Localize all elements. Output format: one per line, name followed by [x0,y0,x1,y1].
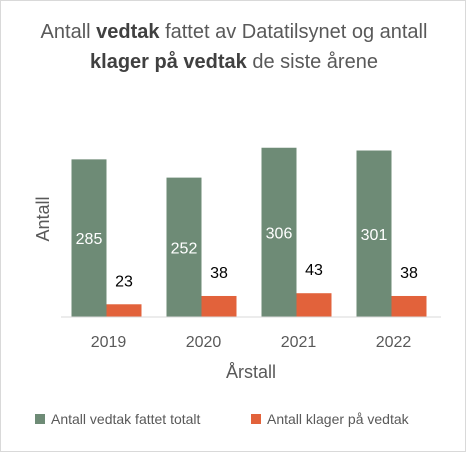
x-tick-2022: 2022 [376,334,412,351]
bar-klager-2019 [106,304,142,317]
data-label-klager-2022: 38 [400,265,418,282]
data-label-vedtak-2019: 285 [76,231,103,248]
bar-klager-2021 [296,293,332,317]
x-tick-labels: 2019 2020 2021 2022 [91,334,412,351]
data-label-klager-2021: 43 [305,262,323,279]
bars-group: 285 23 252 38 306 43 301 38 [71,147,427,317]
legend: Antall vedtak fattet totalt Antall klager… [1,407,466,431]
x-tick-2020: 2020 [186,334,222,351]
bar-vedtak-2020 [166,177,202,317]
chart-title-part: fattet av Datatilsynet og antall [159,21,428,43]
bar-klager-2022 [391,295,427,317]
legend-label: Antall vedtak fattet totalt [51,411,201,427]
legend-item-klager: Antall klager på vedtak [251,407,409,431]
legend-label: Antall klager på vedtak [267,411,409,427]
x-axis-label: Årstall [226,362,276,382]
chart-title-part: de siste årene [246,51,378,73]
legend-item-vedtak: Antall vedtak fattet totalt [35,407,200,431]
legend-swatch [251,414,261,424]
bar-vedtak-2019 [71,159,107,317]
y-axis-label: Antall [33,196,53,241]
data-label-klager-2020: 38 [210,265,228,282]
data-label-klager-2019: 23 [115,273,133,290]
chart-title-part: vedtak [96,21,160,43]
data-label-vedtak-2022: 301 [361,227,388,244]
chart-title: Antall vedtak fattet av Datatilsynet og … [21,17,447,77]
legend-swatch [35,414,45,424]
bar-klager-2020 [201,295,237,317]
x-tick-2019: 2019 [91,334,127,351]
bar-vedtak-2021 [261,147,297,317]
data-label-vedtak-2020: 252 [171,240,198,257]
data-label-vedtak-2021: 306 [266,225,293,242]
chart-title-part: Antall [40,21,97,43]
bar-vedtak-2022 [356,150,392,317]
x-tick-2021: 2021 [281,334,317,351]
chart-title-part: klager på vedtak [90,51,247,73]
